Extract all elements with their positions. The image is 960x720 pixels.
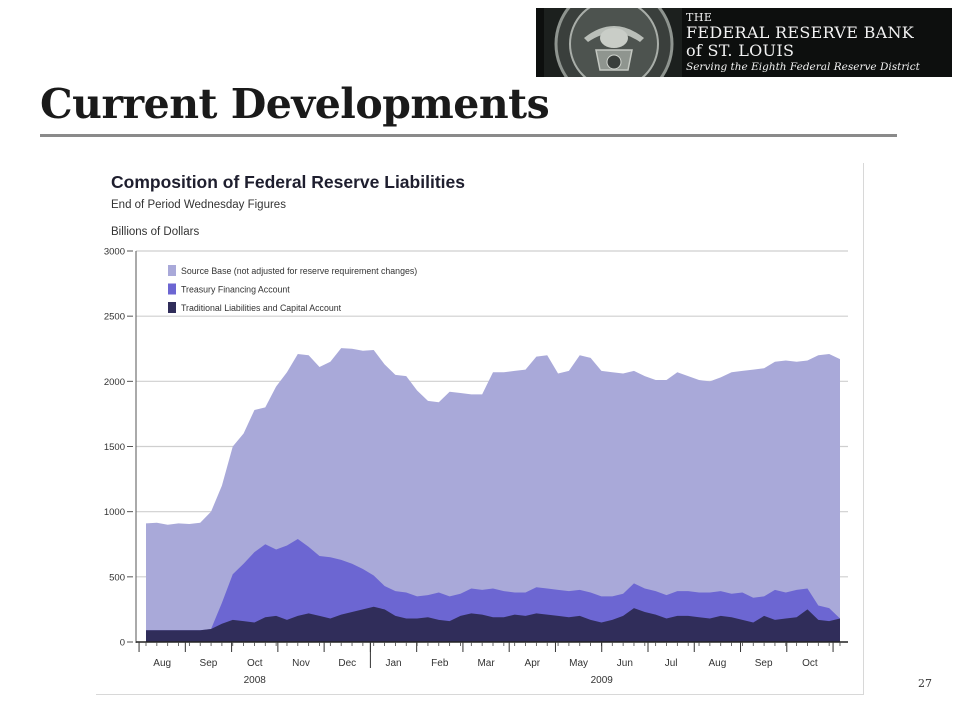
x-month-label: Oct (802, 658, 818, 669)
x-month-label: Apr (525, 658, 541, 669)
y-tick-label: 2000 (104, 377, 125, 388)
x-month-label: Sep (200, 658, 218, 669)
x-month-label: May (569, 658, 588, 669)
x-month-label: Jul (665, 658, 678, 669)
legend-swatch (168, 302, 176, 313)
x-month-label: Mar (477, 658, 495, 669)
x-month-label: Aug (708, 658, 726, 669)
x-month-label: Dec (338, 658, 356, 669)
chart-title: Composition of Federal Reserve Liabiliti… (111, 172, 465, 192)
seal-icon (544, 8, 682, 77)
x-month-label: Nov (292, 658, 310, 669)
x-year-label: 2009 (591, 675, 614, 686)
liabilities-chart: Composition of Federal Reserve Liabiliti… (104, 172, 848, 686)
axes: Aug Sep Oct Nov Dec Jan Feb Mar Apr May Jun Jul Aug S… (135, 251, 848, 686)
y-tick-label: 500 (109, 572, 125, 583)
x-year-label: 2008 (244, 675, 267, 686)
legend-label: Treasury Financing Account (181, 285, 290, 295)
title-divider (40, 134, 897, 137)
y-tick-label: 1000 (104, 507, 125, 518)
page-title: Current Developments (40, 80, 550, 128)
legend: Source Base (not adjusted for reserve re… (168, 265, 417, 313)
logo-the: THE (686, 11, 713, 24)
area-series (146, 348, 840, 642)
legend-swatch (168, 283, 176, 295)
chart-subtitle: End of Period Wednesday Figures (111, 199, 286, 211)
page-number: 27 (918, 677, 932, 690)
logo-text: THE FEDERAL RESERVE BANK of ST. LOUIS Se… (686, 12, 920, 74)
federal-reserve-logo: THE FEDERAL RESERVE BANK of ST. LOUIS Se… (536, 8, 952, 77)
chart-panel: Composition of Federal Reserve Liabiliti… (96, 163, 864, 695)
logo-bank-name: FEDERAL RESERVE BANK (686, 23, 915, 42)
y-tick-label: 2500 (104, 312, 125, 323)
y-tick-label: 0 (120, 638, 125, 649)
x-month-label: Sep (755, 658, 773, 669)
x-month-label: Aug (153, 658, 171, 669)
legend-swatch (168, 265, 176, 276)
x-month-label: Oct (247, 658, 263, 669)
y-tick-label: 1500 (104, 442, 125, 453)
y-axis-label: Billions of Dollars (111, 226, 199, 238)
logo-city: of ST. LOUIS (686, 41, 795, 60)
x-month-label: Jan (385, 658, 401, 669)
y-tick-label: 3000 (104, 247, 125, 258)
legend-label: Source Base (not adjusted for reserve re… (181, 266, 417, 276)
x-month-label: Feb (431, 658, 449, 669)
logo-tagline: Serving the Eighth Federal Reserve Distr… (686, 61, 920, 73)
legend-label: Traditional Liabilities and Capital Acco… (181, 303, 342, 313)
area-series-3 (146, 606, 840, 642)
x-month-label: Jun (617, 658, 633, 669)
